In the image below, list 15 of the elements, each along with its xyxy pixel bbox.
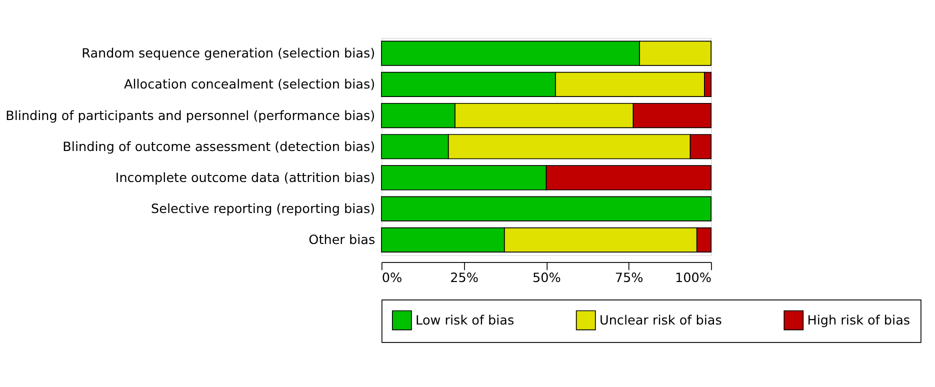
x-tick-label: 75% <box>614 271 644 286</box>
y-tick-label: Allocation concealment (selection bias) <box>124 78 376 93</box>
y-tick-label: Random sequence generation (selection bias) <box>82 46 376 62</box>
x-tick-label: 50% <box>532 271 561 286</box>
y-tick-label: Other bias <box>308 233 376 248</box>
x-tick-label: 100% <box>674 271 712 286</box>
y-tick-label: Selective reporting (reporting bias) <box>151 202 376 218</box>
legend-label: High risk of bias <box>807 314 910 329</box>
x-tick-label: 25% <box>450 271 478 286</box>
y-tick-label: Blinding of participants and personnel (performance bias) <box>6 108 376 124</box>
y-tick-label: Blinding of outcome assessment (detection bias) <box>62 140 376 155</box>
legend-label: Unclear risk of bias <box>599 314 722 329</box>
y-tick-label: Incomplete outcome data (attrition bias) <box>115 170 376 186</box>
x-tick-label: 0% <box>382 271 402 286</box>
legend-label: Low risk of bias <box>416 314 514 329</box>
